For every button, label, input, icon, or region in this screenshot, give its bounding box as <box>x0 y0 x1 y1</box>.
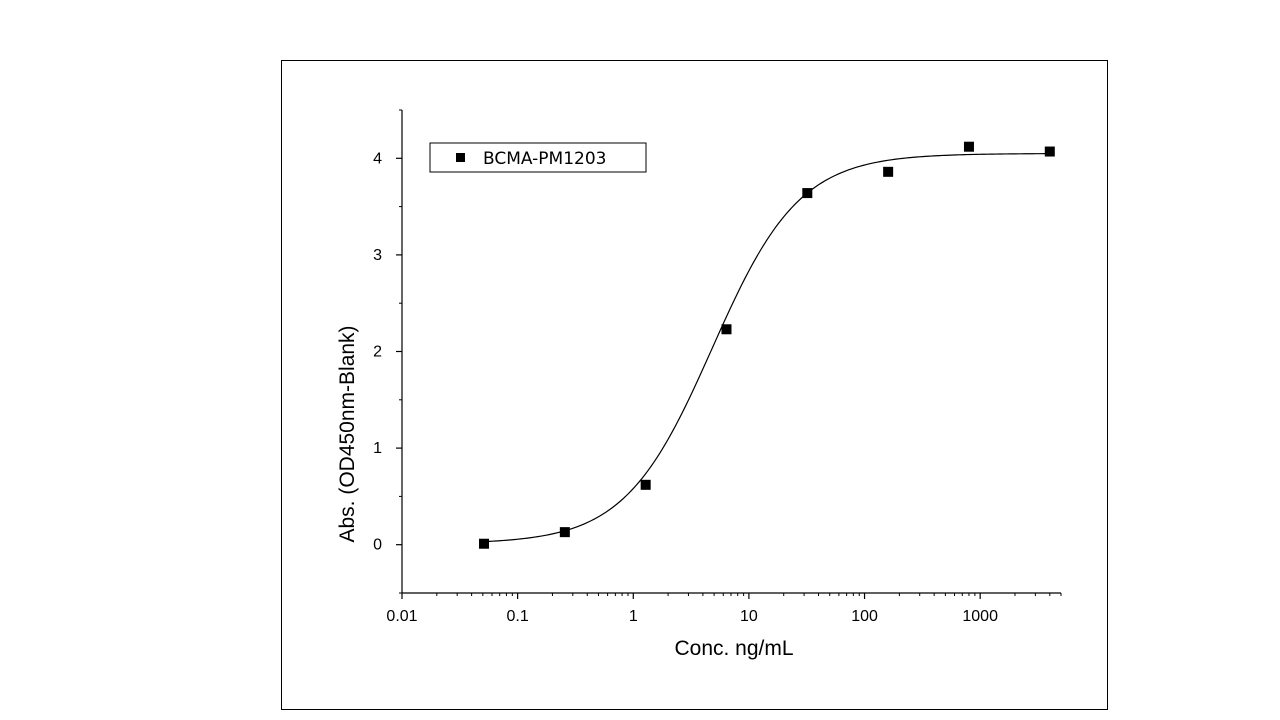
legend-marker-square <box>456 153 465 162</box>
x-tick-label: 1000 <box>962 608 998 625</box>
y-tick-label: 1 <box>373 440 382 457</box>
data-point <box>802 188 813 199</box>
legend-box <box>429 142 647 173</box>
x-axis-title: Conc. ng/mL <box>674 637 793 660</box>
x-tick-label: 1 <box>629 608 638 625</box>
legend-label: BCMA-PM1203 <box>483 149 606 169</box>
axes: 0 1 2 3 4 0.01 0.1 1 10 100 1000 <box>373 109 1062 625</box>
y-tick-label: 3 <box>373 247 382 264</box>
x-tick-label: 0.01 <box>386 608 417 625</box>
y-tick-label: 4 <box>373 150 382 167</box>
legend: BCMA-PM1203 <box>429 142 647 173</box>
y-axis-title: Abs. (OD450nm-Blank) <box>336 325 359 542</box>
x-tick-label: 100 <box>851 608 878 625</box>
data-point <box>559 527 570 538</box>
data-point <box>883 166 894 177</box>
data-point <box>640 479 651 490</box>
data-point <box>479 538 490 549</box>
data-point <box>963 141 974 152</box>
x-tick-label: 0.1 <box>507 608 529 625</box>
data-points <box>479 141 1055 549</box>
fit-curve <box>483 153 1050 543</box>
data-point <box>721 324 732 335</box>
chart-svg: 0 1 2 3 4 0.01 0.1 1 10 100 1000 BCMA-PM1203 Conc.… <box>336 109 1062 660</box>
data-point <box>1044 146 1055 157</box>
fit-curve-layer <box>483 153 1050 543</box>
x-tick-label: 10 <box>740 608 758 625</box>
y-tick-label: 2 <box>373 344 382 361</box>
y-tick-label: 0 <box>373 537 382 554</box>
chart-frame: 0 1 2 3 4 0.01 0.1 1 10 100 1000 BCMA-PM1203 Conc.… <box>281 60 1108 710</box>
